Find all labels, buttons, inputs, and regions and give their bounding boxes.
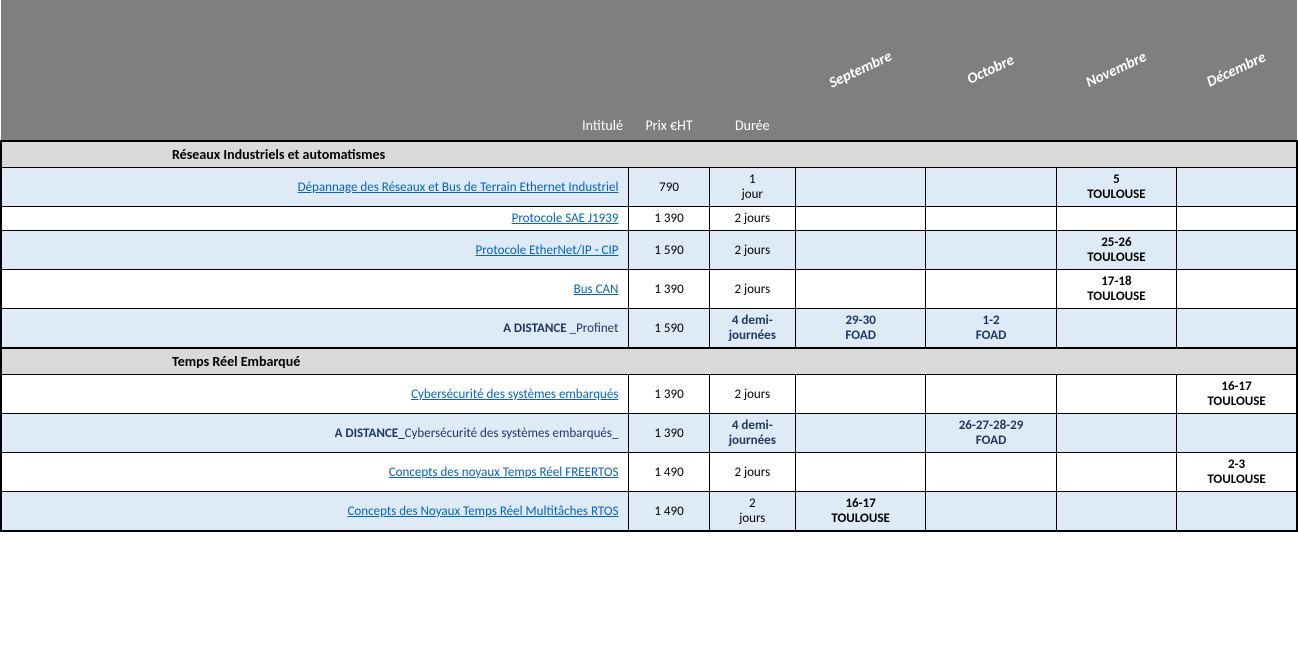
schedule-cell: [926, 453, 1056, 492]
course-link[interactable]: Bus CAN: [574, 282, 619, 297]
schedule-cell: [926, 231, 1056, 270]
price-cell: 1 390: [629, 375, 709, 414]
duration-cell: 2jours: [709, 492, 795, 532]
section-label: Réseaux Industriels et automatismes: [1, 141, 1297, 168]
price-cell: 1 490: [629, 492, 709, 532]
duration-cell: 2 jours: [709, 231, 795, 270]
course-title-prefix: A DISTANCE: [503, 321, 570, 336]
schedule-cell: [1177, 231, 1297, 270]
price-cell: 1 590: [629, 309, 709, 349]
price-cell: 1 590: [629, 231, 709, 270]
table-row: Protocole EtherNet/IP - CIP 1 5902 jours 2…: [1, 231, 1297, 270]
schedule-cell: [795, 453, 925, 492]
course-title-cell: Protocole SAE J1939: [1, 207, 629, 231]
col-header-title: Intitulé: [1, 0, 629, 141]
course-link[interactable]: Concepts des noyaux Temps Réel FREERTOS: [389, 465, 619, 480]
schedule-cell: [795, 168, 925, 207]
schedule-table: Intitulé Prix €HT Durée Septembre Octobr…: [0, 0, 1298, 532]
course-title-cell: Dépannage des Réseaux et Bus de Terrain …: [1, 168, 629, 207]
duration-cell: 1jour: [709, 168, 795, 207]
course-title-suffix: Cybersécurité des systèmes embarqués_: [405, 426, 619, 441]
table-row: Concepts des noyaux Temps Réel FREERTOS 1…: [1, 453, 1297, 492]
course-title-suffix: _Profinet: [570, 321, 619, 336]
course-title-prefix: A DISTANCE_: [335, 426, 405, 441]
table-row: Bus CAN 1 3902 jours 17-18TOULOUSE: [1, 270, 1297, 309]
col-header-month-0: Septembre: [795, 0, 925, 141]
schedule-cell: [926, 168, 1056, 207]
schedule-cell: [926, 270, 1056, 309]
schedule-cell: 16-17TOULOUSE: [1177, 375, 1297, 414]
schedule-cell: [1177, 207, 1297, 231]
course-link[interactable]: Protocole SAE J1939: [512, 211, 619, 226]
schedule-cell: [1177, 492, 1297, 532]
schedule-cell: [1056, 375, 1176, 414]
col-header-month-2: Novembre: [1056, 0, 1176, 141]
schedule-cell: 16-17TOULOUSE: [795, 492, 925, 532]
course-title-cell: Bus CAN: [1, 270, 629, 309]
table-row: Cybersécurité des systèmes embarqués 1 39…: [1, 375, 1297, 414]
section-row: Temps Réel Embarqué: [1, 348, 1297, 375]
table-row: Concepts des Noyaux Temps Réel Multitâch…: [1, 492, 1297, 532]
course-link[interactable]: Dépannage des Réseaux et Bus de Terrain …: [298, 180, 619, 195]
schedule-cell: [926, 207, 1056, 231]
schedule-cell: 29-30FOAD: [795, 309, 925, 349]
schedule-cell: [926, 492, 1056, 532]
course-title-cell: Concepts des noyaux Temps Réel FREERTOS: [1, 453, 629, 492]
col-header-month-1: Octobre: [926, 0, 1056, 141]
table-row: Protocole SAE J1939 1 3902 jours: [1, 207, 1297, 231]
duration-cell: 2 jours: [709, 375, 795, 414]
duration-cell: 2 jours: [709, 207, 795, 231]
table-body: Réseaux Industriels et automatismes Dépan…: [1, 141, 1297, 531]
duration-cell: 2 jours: [709, 270, 795, 309]
course-title-cell: Concepts des Noyaux Temps Réel Multitâch…: [1, 492, 629, 532]
schedule-cell: [1056, 414, 1176, 453]
schedule-cell: [795, 270, 925, 309]
duration-cell: 4 demi-journées: [709, 309, 795, 349]
schedule-cell: [1177, 309, 1297, 349]
schedule-cell: [926, 375, 1056, 414]
price-cell: 1 390: [629, 414, 709, 453]
col-header-price: Prix €HT: [629, 0, 709, 141]
schedule-cell: 25-26TOULOUSE: [1056, 231, 1176, 270]
price-cell: 1 490: [629, 453, 709, 492]
course-title-cell: A DISTANCE _Profinet: [1, 309, 629, 349]
price-cell: 1 390: [629, 270, 709, 309]
schedule-cell: [795, 414, 925, 453]
section-row: Réseaux Industriels et automatismes: [1, 141, 1297, 168]
schedule-cell: [1056, 453, 1176, 492]
schedule-cell: 2-3TOULOUSE: [1177, 453, 1297, 492]
course-link[interactable]: Concepts des Noyaux Temps Réel Multitâch…: [347, 504, 618, 519]
schedule-cell: [1056, 207, 1176, 231]
schedule-cell: 26-27-28-29FOAD: [926, 414, 1056, 453]
course-title-cell: Cybersécurité des systèmes embarqués: [1, 375, 629, 414]
schedule-cell: [1177, 414, 1297, 453]
course-title-cell: Protocole EtherNet/IP - CIP: [1, 231, 629, 270]
course-link[interactable]: Cybersécurité des systèmes embarqués: [411, 387, 618, 402]
course-link[interactable]: Protocole EtherNet/IP - CIP: [476, 243, 619, 258]
price-cell: 1 390: [629, 207, 709, 231]
schedule-cell: 5TOULOUSE: [1056, 168, 1176, 207]
table-row: Dépannage des Réseaux et Bus de Terrain …: [1, 168, 1297, 207]
table-row: A DISTANCE_Cybersécurité des systèmes em…: [1, 414, 1297, 453]
schedule-table-container: Intitulé Prix €HT Durée Septembre Octobr…: [0, 0, 1298, 532]
price-cell: 790: [629, 168, 709, 207]
schedule-cell: [1177, 270, 1297, 309]
schedule-cell: [1056, 492, 1176, 532]
course-title-cell: A DISTANCE_Cybersécurité des systèmes em…: [1, 414, 629, 453]
col-header-duration: Durée: [709, 0, 795, 141]
duration-cell: 4 demi-journées: [709, 414, 795, 453]
schedule-cell: [1177, 168, 1297, 207]
schedule-cell: [795, 231, 925, 270]
header-row: Intitulé Prix €HT Durée Septembre Octobr…: [1, 0, 1297, 141]
duration-cell: 2 jours: [709, 453, 795, 492]
schedule-cell: [795, 207, 925, 231]
schedule-cell: 1-2FOAD: [926, 309, 1056, 349]
col-header-month-3: Décembre: [1177, 0, 1297, 141]
schedule-cell: [1056, 309, 1176, 349]
table-row: A DISTANCE _Profinet1 5904 demi-journées…: [1, 309, 1297, 349]
schedule-cell: [795, 375, 925, 414]
schedule-cell: 17-18TOULOUSE: [1056, 270, 1176, 309]
section-label: Temps Réel Embarqué: [1, 348, 1297, 375]
